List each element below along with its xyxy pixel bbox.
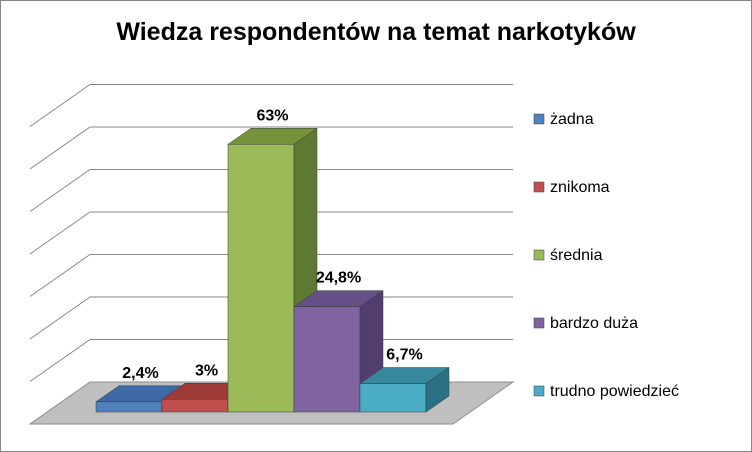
bar-front bbox=[161, 399, 229, 413]
legend-swatch bbox=[533, 113, 545, 125]
gridline-side bbox=[29, 254, 91, 297]
chart-bars bbox=[95, 127, 450, 413]
gridline-side bbox=[29, 126, 91, 170]
legend-label: żadna bbox=[550, 111, 594, 128]
data-label: 3% bbox=[195, 362, 218, 379]
chart-legend: żadna znikoma średnia bardzo duża trudno pow… bbox=[533, 111, 679, 400]
data-label: 24,8% bbox=[316, 270, 361, 287]
gridline-side bbox=[29, 339, 91, 382]
legend-swatch bbox=[533, 385, 545, 397]
bar-top bbox=[293, 290, 384, 307]
bar-front bbox=[359, 383, 427, 413]
chart-title: Wiedza respondentów na temat narkotyków bbox=[116, 18, 636, 46]
chart-data-labels: 2,4% 3% 63% 24,8% 6,7% bbox=[122, 107, 422, 382]
data-label: 6,7% bbox=[386, 347, 422, 364]
legend-swatch bbox=[533, 317, 545, 329]
legend-item: bardzo duża bbox=[533, 315, 638, 332]
gridline-side bbox=[29, 169, 91, 212]
gridline-side bbox=[29, 84, 91, 127]
legend-swatch bbox=[533, 249, 545, 261]
gridline-side bbox=[29, 211, 91, 255]
legend-item: średnia bbox=[533, 247, 603, 264]
legend-label: znikoma bbox=[550, 179, 610, 196]
gridline-side bbox=[29, 296, 91, 340]
legend-item: żadna bbox=[533, 111, 594, 128]
legend-label: bardzo duża bbox=[550, 315, 638, 332]
bar-front bbox=[95, 401, 163, 413]
legend-label: trudno powiedzieć bbox=[550, 383, 679, 400]
bar-top bbox=[227, 128, 318, 145]
legend-item: znikoma bbox=[533, 179, 610, 196]
legend-label: średnia bbox=[550, 247, 603, 264]
bar bbox=[359, 367, 450, 413]
data-label: 63% bbox=[256, 107, 288, 124]
bar-front bbox=[293, 306, 361, 413]
bar bbox=[227, 127, 318, 413]
legend-swatch bbox=[533, 181, 545, 193]
bar-front bbox=[227, 144, 295, 413]
data-label: 2,4% bbox=[122, 365, 158, 382]
legend-item: trudno powiedzieć bbox=[533, 383, 679, 400]
bar-top bbox=[359, 367, 450, 384]
